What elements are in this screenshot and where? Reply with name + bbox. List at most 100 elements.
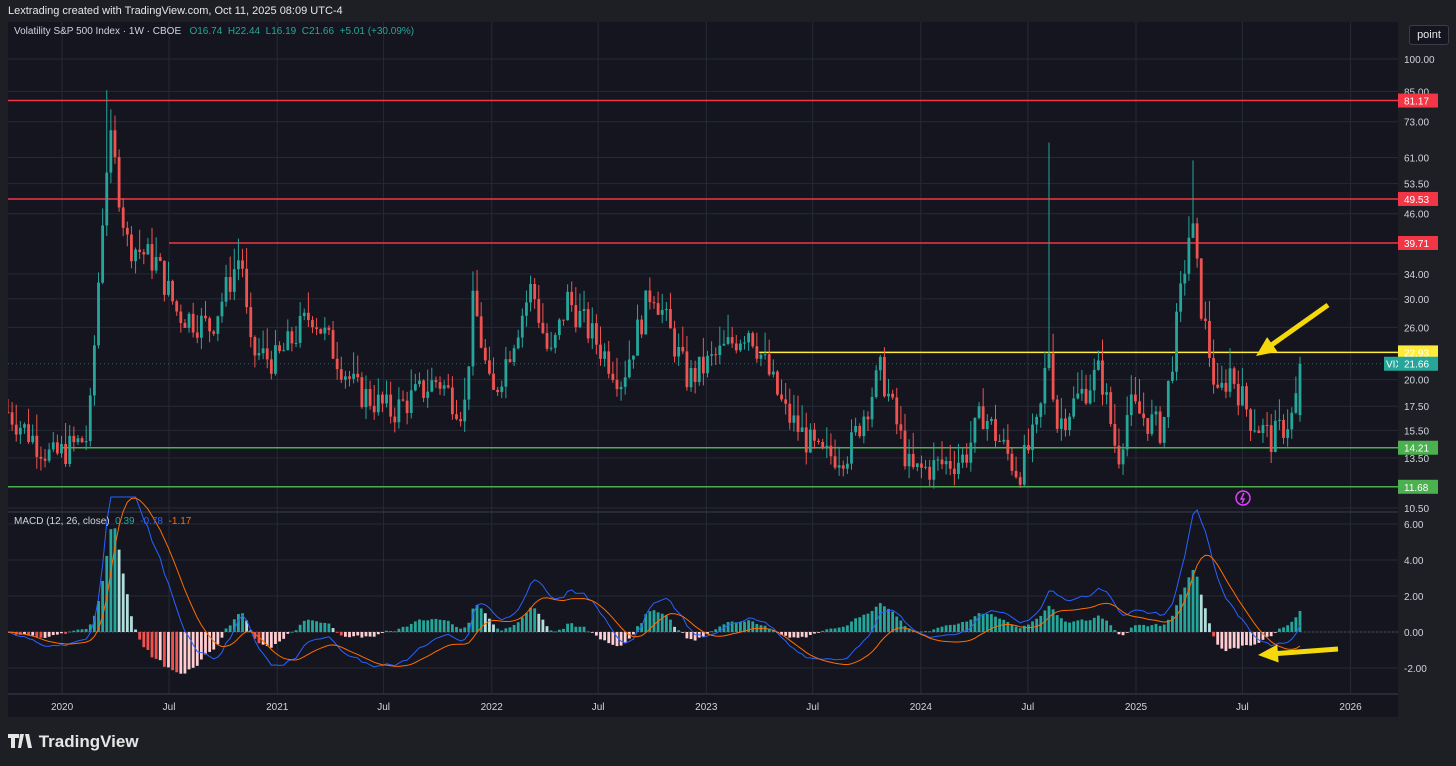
macd-hist-bar <box>562 628 565 632</box>
candle-body <box>1121 449 1125 465</box>
time-axis-label: Jul <box>806 702 819 713</box>
macd-hist-bar <box>35 632 39 638</box>
macd-hist-bar <box>1006 621 1010 632</box>
candle-body <box>508 359 512 362</box>
price-axis[interactable]: 100.00 85.00 73.00 61.00 53.50 46.00 34.00 30.0… <box>1398 22 1456 717</box>
macd-hist-bar <box>93 615 96 632</box>
macd-hist-bar <box>282 632 286 639</box>
macd-hist-bar <box>928 631 932 633</box>
macd-hist-bar <box>496 628 500 632</box>
candle-body <box>520 315 524 338</box>
candle-body <box>237 260 240 270</box>
footer <box>0 717 1456 766</box>
candle-body <box>697 356 701 383</box>
candle-body <box>1191 223 1195 238</box>
candle-body <box>1117 445 1121 465</box>
macd-hist-bar <box>1273 632 1277 633</box>
candle-body <box>426 391 430 398</box>
macd-hist-bar <box>27 632 30 636</box>
macd-hist-bar <box>977 613 981 632</box>
candle-body <box>706 355 709 374</box>
macd-hist-bar <box>701 632 705 638</box>
candle-body <box>381 394 384 404</box>
candle-body <box>1245 386 1248 410</box>
candle-body <box>1134 394 1137 402</box>
macd-hist-bar <box>870 610 874 632</box>
macd-hist-bar <box>1216 632 1220 645</box>
macd-hist-bar <box>1212 632 1215 637</box>
candle-body <box>557 319 561 335</box>
macd-hist-bar <box>216 632 220 645</box>
price-tag-bg <box>1398 356 1438 371</box>
price-axis-label: 13.50 <box>1404 454 1429 465</box>
macd-hist-bar <box>1282 627 1285 632</box>
candle-body <box>224 277 228 302</box>
candle-body <box>488 360 491 374</box>
candle-body <box>1080 388 1084 394</box>
macd-hist-bar <box>944 625 948 632</box>
macd-hist-bar <box>269 632 273 648</box>
candle-body <box>1228 368 1232 392</box>
legend-symbol: Volatility S&P 500 Index · 1W · CBOE <box>14 26 182 37</box>
macd-hist-bar <box>1101 618 1104 632</box>
macd-hist-bar <box>1105 620 1109 632</box>
candle-body <box>422 380 425 398</box>
candle-body <box>348 376 351 379</box>
candle-body <box>961 454 964 463</box>
macd-hist-bar <box>841 626 845 632</box>
candle-body <box>693 368 697 383</box>
macd-hist-bar <box>1072 621 1076 632</box>
macd-hist-bar <box>154 632 158 659</box>
price-axis-label: 53.50 <box>1404 180 1429 191</box>
candle-body <box>446 385 450 388</box>
macd-hist-bar <box>80 629 84 632</box>
chart-area[interactable]: 2020 Jul 2021 Jul 2022 Jul 2023 Jul 2024 Jul 2025 J… <box>8 22 1398 717</box>
macd-hist-bar <box>940 626 944 632</box>
macd-hist-bar <box>899 620 903 632</box>
candle-body <box>1179 283 1183 312</box>
macd-hist-bar <box>961 622 964 632</box>
candle-body <box>10 412 14 425</box>
candle-body <box>1175 311 1178 372</box>
macd-hist-bar <box>574 626 578 632</box>
candle-body <box>611 373 615 380</box>
macd-hist-bar <box>167 632 170 668</box>
macd-hist-bar <box>224 628 228 632</box>
macd-hist-bar <box>1245 632 1248 646</box>
macd-hist-bar <box>1195 576 1199 632</box>
macd-hist-bar <box>459 628 463 632</box>
candle-body <box>105 172 109 226</box>
candle-body <box>862 416 866 437</box>
candle-body <box>1055 399 1059 429</box>
candle-body <box>549 347 553 349</box>
candle-body <box>1047 353 1051 368</box>
macd-hist-bar <box>1134 625 1137 632</box>
candle-body <box>1129 394 1133 416</box>
macd-hist-bar <box>191 632 195 668</box>
candle-body <box>14 424 18 435</box>
watermark-bar: Lextrading created with TradingView.com,… <box>0 0 1456 22</box>
macd-hist-bar <box>969 619 973 632</box>
candle-body <box>93 345 96 396</box>
macd-line <box>8 496 1301 668</box>
chart-svg[interactable]: 2020 Jul 2021 Jul 2022 Jul 2023 Jul 2024 Jul 2025 J… <box>8 22 1398 717</box>
macd-hist-bar <box>1261 632 1265 640</box>
point-button[interactable]: point <box>1409 25 1449 45</box>
candle-body <box>241 260 244 269</box>
macd-hist-bar <box>446 620 450 632</box>
macd-hist-bar <box>714 629 718 632</box>
macd-hist-bar <box>339 632 343 636</box>
macd-hist-bar <box>76 629 80 632</box>
candle-body <box>232 269 236 292</box>
candle-body <box>450 387 454 415</box>
candle-body <box>1212 357 1215 385</box>
macd-hist-bar <box>673 626 676 632</box>
macd-hist-bar <box>434 618 438 632</box>
candle-body <box>208 318 212 332</box>
macd-hist-bar <box>652 610 656 632</box>
macd-hist-bar <box>858 617 862 632</box>
candle-body <box>167 280 170 295</box>
candle-body <box>385 394 388 404</box>
price-tag-value: 39.71 <box>1404 239 1429 250</box>
candle-body <box>113 130 117 158</box>
